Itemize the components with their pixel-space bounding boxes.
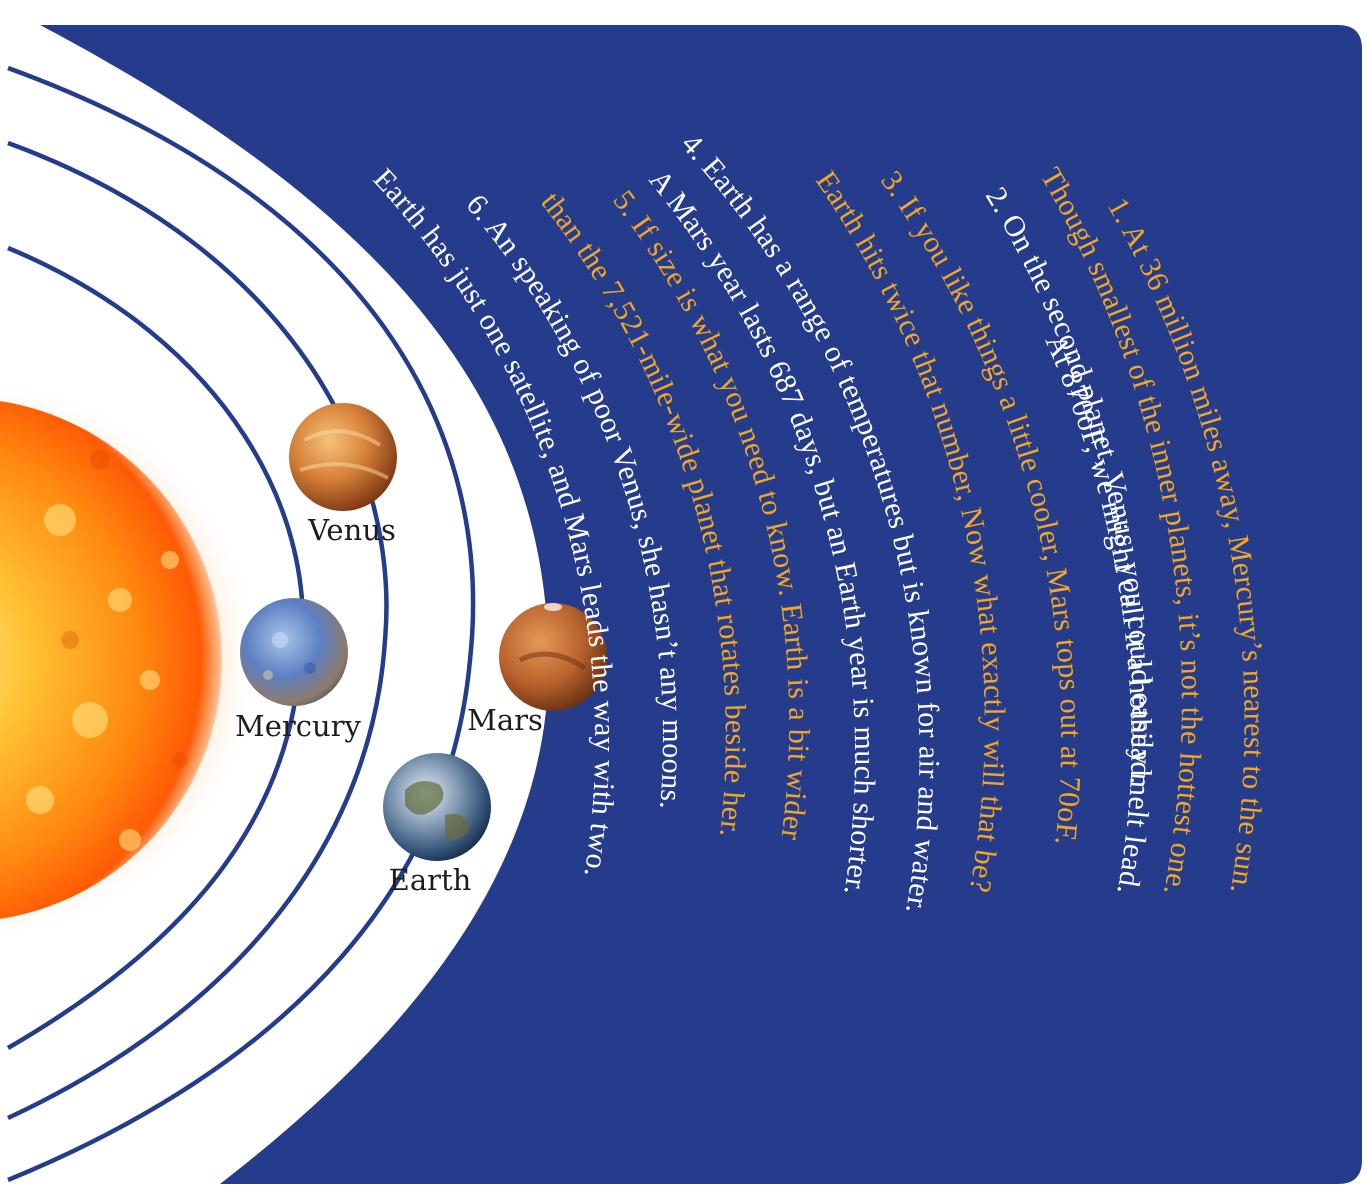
background-panel — [40, 25, 1362, 1184]
orbit-earth — [7, 65, 476, 1183]
venus-planet-icon — [289, 403, 397, 511]
venus-label: Venus — [307, 513, 396, 547]
sun-icon — [0, 378, 262, 942]
mercury-planet-icon — [240, 598, 348, 706]
orbit-venus — [7, 140, 389, 1121]
mars-label: Mars — [467, 703, 543, 737]
earth-planet-icon — [383, 753, 491, 861]
mercury-label: Mercury — [235, 709, 362, 743]
earth-label: Earth — [389, 863, 472, 897]
mars-planet-icon — [499, 603, 607, 711]
